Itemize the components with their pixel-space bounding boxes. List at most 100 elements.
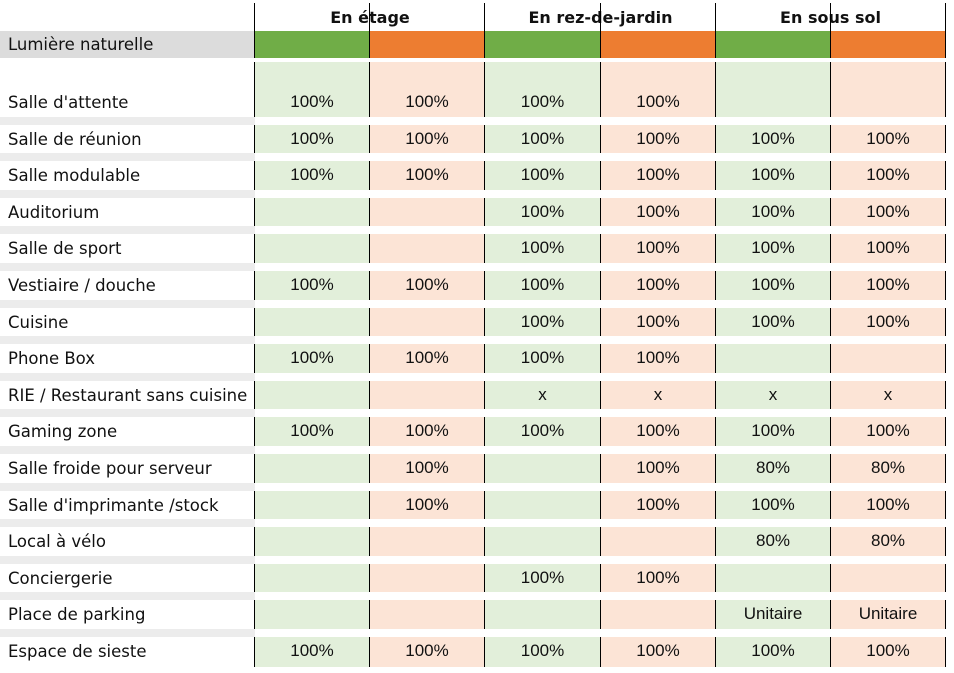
table-cell [370,234,484,262]
table-cell [255,454,369,482]
column-border [830,3,831,667]
column-border [254,3,255,667]
table-cell [601,600,715,628]
table-cell: 100% [751,641,795,660]
table-cell: 100% [405,165,449,184]
table-cell [601,527,715,555]
row-separator [0,409,954,417]
row-separator [0,483,255,491]
table-cell: 100% [290,129,334,148]
table-cell: 100% [751,421,795,440]
row-label: Salle froide pour serveur [8,458,212,478]
table-cell: Unitaire [858,604,918,623]
table-cell: Unitaire [743,604,803,623]
table-cell: 100% [636,275,680,294]
table-cell: 100% [751,312,795,331]
row-separator [0,446,954,454]
row-separator [0,58,954,62]
row-label: Phone Box [8,348,96,368]
row-label: Conciergerie [8,568,113,588]
table-cell: 100% [290,165,334,184]
table-cell: 100% [405,348,449,367]
row-separator [0,153,954,161]
table-cell: 100% [866,165,910,184]
table-cell: 100% [866,641,910,660]
row-separator [0,409,255,417]
table-cell: 100% [405,421,449,440]
lumiere-band-green [485,31,600,58]
table-cell: 100% [520,421,565,440]
row-separator [0,556,255,564]
group-header-etage: En étage [330,7,410,27]
table-cell: 100% [636,495,680,514]
table-cell: 100% [866,495,910,514]
table-cell [255,198,369,226]
table-cell [370,564,484,592]
table-cell: 100% [866,238,910,257]
row-label: Salle de réunion [8,129,142,149]
table-cell: 100% [636,421,680,440]
table-cell: 100% [405,458,449,477]
table-cell: 100% [866,202,910,221]
column-border [715,3,716,667]
table-cell: x [653,385,663,404]
table-cell: 100% [751,495,795,514]
table-cell: 100% [405,92,449,111]
table-cell: 100% [636,568,680,587]
row-separator [0,263,255,271]
row-label: Salle d'imprimante /stock [8,495,219,515]
table-cell: 80% [870,458,906,477]
table-cell [831,88,945,116]
table-cell [485,491,600,519]
table-cell: 100% [405,129,449,148]
lumiere-band-orange [370,31,484,58]
table-cell: 100% [290,275,334,294]
row-separator [0,446,255,454]
row-separator [0,226,954,234]
table-cell: 100% [866,312,910,331]
table-cell: 80% [870,531,906,550]
row-label: Vestiaire / douche [8,275,156,295]
table-cell: 100% [636,129,680,148]
lumiere-band-orange [601,31,715,58]
table-cell: 100% [751,238,795,257]
table-cell: 100% [751,202,795,221]
table-cell: 100% [636,202,680,221]
table-cell [370,198,484,226]
table-cell: 80% [755,458,791,477]
table-cell: 100% [520,165,565,184]
table-cell [370,527,484,555]
table-cell [370,308,484,336]
row-separator [0,483,954,491]
table-cell: x [883,385,893,404]
table-cell: 100% [636,165,680,184]
table-cell: 100% [520,238,565,257]
table-cell: 100% [405,641,449,660]
row-separator [0,190,255,198]
row-separator [0,153,255,161]
table-cell [255,600,369,628]
table-cell: 100% [636,92,680,111]
table-cell: x [538,385,547,404]
table-cell [716,88,830,116]
lumiere-band-green [255,31,369,58]
lumiere-band-orange [831,31,945,58]
table-cell: 100% [866,129,910,148]
table-cell: 100% [290,641,334,660]
table-cell [255,564,369,592]
table-cell: 100% [866,421,910,440]
table-cell: 100% [636,238,680,257]
table-cell: 100% [520,312,565,331]
row-separator [0,117,255,125]
row-label: Salle d'attente [8,92,129,112]
lumiere-band-green [716,31,830,58]
table-cell [370,600,484,628]
row-separator [0,263,954,271]
row-separator [0,592,954,600]
table-cell: 100% [751,275,795,294]
column-border [484,3,485,667]
row-label: Place de parking [8,604,146,624]
table-cell: 100% [290,348,334,367]
row-separator [0,592,255,600]
